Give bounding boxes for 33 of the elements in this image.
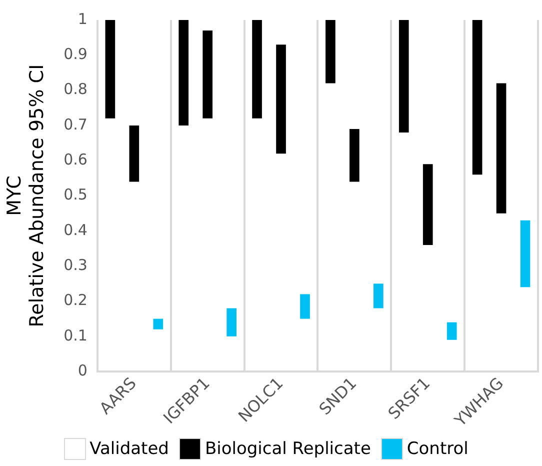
bar (422, 164, 433, 245)
bar (374, 284, 384, 308)
y-tick-label: 0 (78, 361, 88, 380)
bar (252, 20, 262, 118)
y-tick-label: 0.6 (64, 150, 88, 168)
legend-label: Control (406, 439, 468, 459)
y-tick-label: 0.2 (64, 291, 88, 310)
y-tick-label: 1 (78, 10, 88, 28)
bar (520, 220, 530, 288)
bar (276, 44, 286, 154)
bar (129, 125, 140, 182)
text: Validated (90, 439, 169, 459)
y-tick-label: 0.8 (64, 80, 88, 98)
bar (446, 322, 457, 340)
bar (178, 20, 189, 126)
bar (326, 20, 336, 84)
y-tick-label: 0.3 (64, 256, 88, 274)
bar (202, 30, 213, 118)
legend-label: Biological Replicate (204, 439, 371, 459)
y-axis-title: MYC Relative Abundance 95% CI (3, 64, 48, 328)
bar (300, 294, 310, 319)
bar (105, 20, 116, 118)
y-tick-label: 0.5 (64, 186, 88, 204)
y-tick-label: 0.9 (64, 45, 88, 64)
bar (472, 20, 482, 175)
bar (153, 318, 164, 330)
y-tick-label: 0.1 (64, 326, 88, 344)
y-tick-label: 0.4 (64, 220, 88, 239)
bar (496, 83, 506, 214)
bar (398, 20, 409, 132)
bar (350, 128, 360, 182)
y-tick-label: 0.7 (64, 115, 88, 134)
bar (226, 308, 236, 336)
